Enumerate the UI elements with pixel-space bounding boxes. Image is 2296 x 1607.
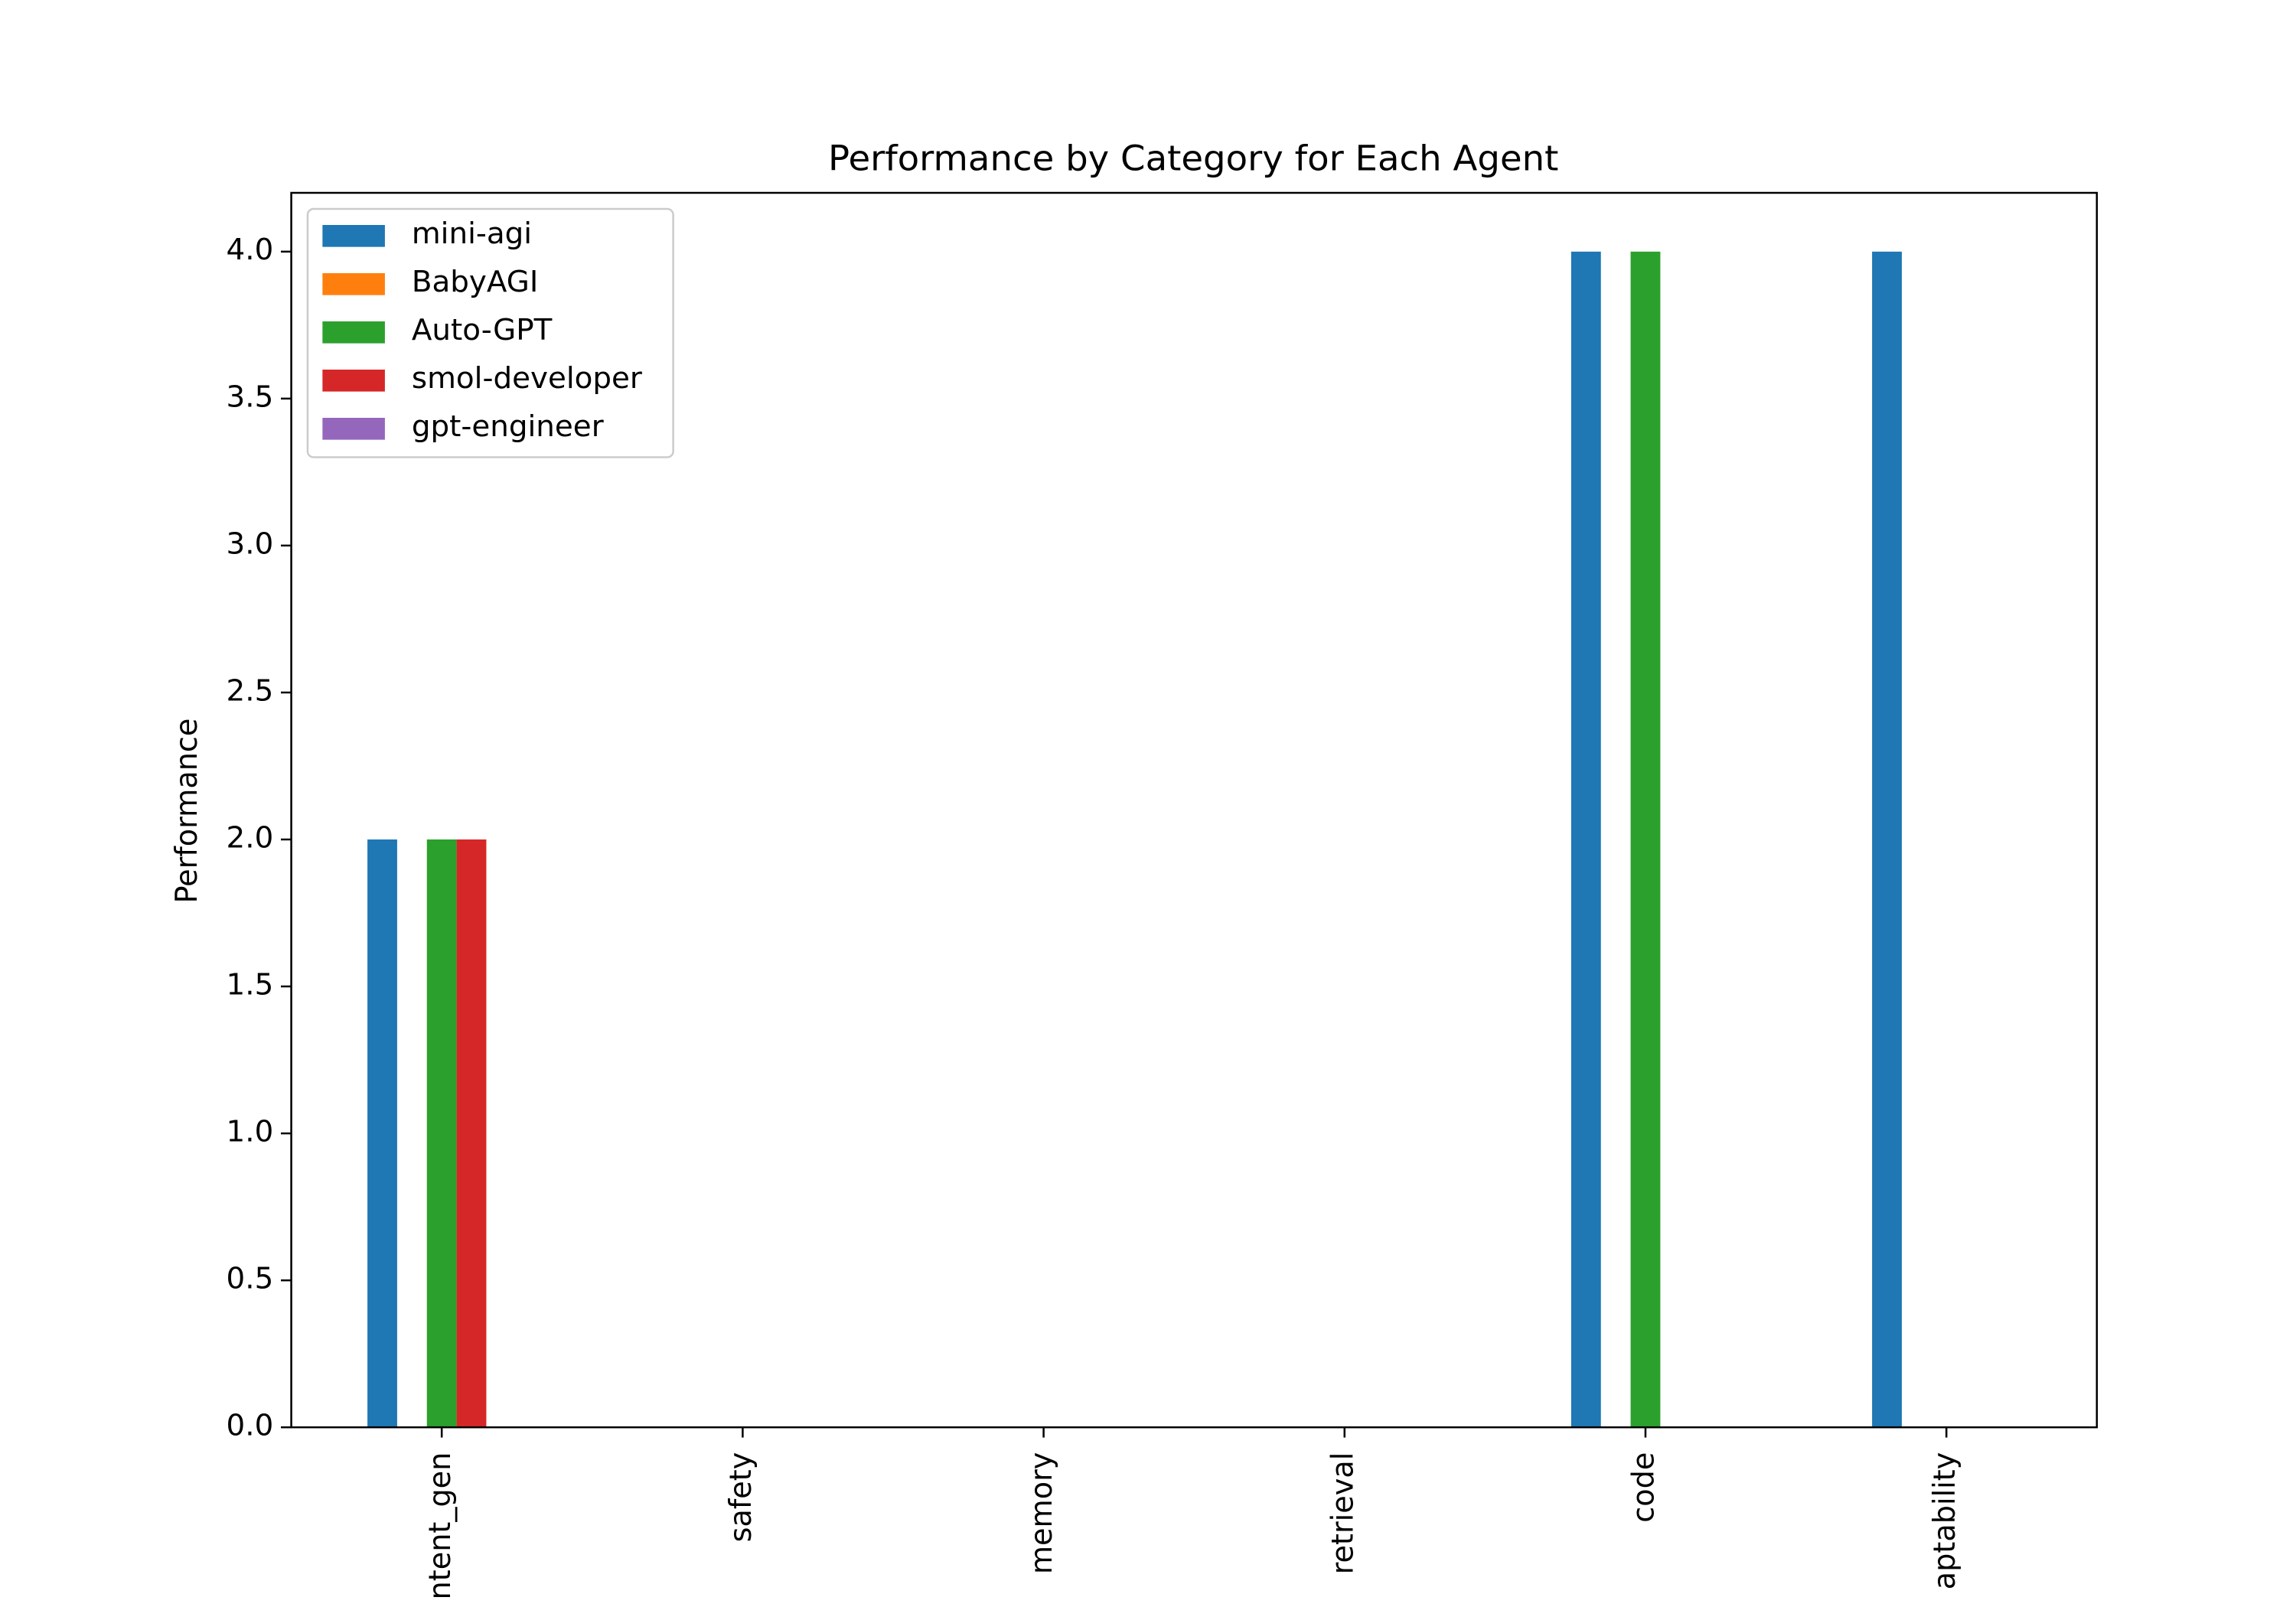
x-tick-label: aptability bbox=[1927, 1452, 1962, 1590]
legend-swatch bbox=[322, 370, 385, 392]
legend-label: Auto-GPT bbox=[412, 313, 553, 347]
y-tick-label: 3.5 bbox=[227, 380, 274, 415]
bar bbox=[1872, 251, 1902, 1428]
legend-label: BabyAGI bbox=[412, 265, 538, 299]
bar bbox=[456, 839, 487, 1428]
bar bbox=[1630, 251, 1661, 1428]
legend-swatch bbox=[322, 225, 385, 247]
bar bbox=[426, 839, 457, 1428]
y-tick-label: 3.0 bbox=[227, 527, 274, 562]
x-tick-label: retrieval bbox=[1326, 1452, 1360, 1575]
bar bbox=[1570, 251, 1601, 1428]
legend-swatch bbox=[322, 273, 385, 295]
x-tick-label: code bbox=[1626, 1452, 1661, 1523]
x-tick-label: ntent_gen bbox=[422, 1452, 457, 1600]
x-tick-label: memory bbox=[1025, 1452, 1059, 1575]
x-tick-label: safety bbox=[724, 1452, 758, 1543]
y-tick-label: 1.0 bbox=[227, 1115, 274, 1149]
y-tick-label: 4.0 bbox=[227, 233, 274, 268]
y-tick-label: 0.0 bbox=[227, 1409, 274, 1443]
legend-box bbox=[306, 207, 674, 458]
legend-swatch bbox=[322, 321, 385, 344]
legend-label: mini-agi bbox=[412, 217, 532, 251]
y-tick-label: 2.5 bbox=[227, 674, 274, 709]
y-axis-label: Performance bbox=[170, 719, 204, 904]
plot-frame bbox=[290, 191, 2099, 1429]
y-tick-label: 1.5 bbox=[227, 968, 274, 1002]
legend-label: gpt-engineer bbox=[412, 409, 604, 444]
y-tick-label: 2.0 bbox=[227, 821, 274, 856]
legend-label: smol-developer bbox=[412, 361, 642, 396]
y-tick-label: 0.5 bbox=[227, 1262, 274, 1296]
bar bbox=[367, 839, 397, 1428]
legend-swatch bbox=[322, 418, 385, 440]
chart-title: Performance by Category for Each Agent bbox=[828, 138, 1558, 179]
